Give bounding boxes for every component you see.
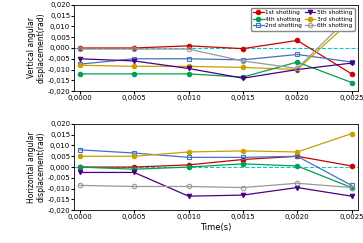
X-axis label: Time(s): Time(s): [200, 223, 232, 232]
3rd shotting: [186, 65, 191, 68]
6th shotting: [186, 48, 191, 51]
Y-axis label: Horizontal angular
displacement(rad): Horizontal angular displacement(rad): [27, 131, 46, 203]
2nd shotting: [241, 58, 245, 61]
Legend: 1st shotting, 4th shotting, 2nd shotting, 5th shotting, 3rd shotting, 6th shotti: 1st shotting, 4th shotting, 2nd shotting…: [251, 8, 355, 31]
1st shotting: [78, 47, 82, 50]
1st shotting: [241, 47, 245, 50]
2nd shotting: [132, 57, 136, 60]
6th shotting: [350, 13, 354, 16]
1st shotting: [186, 44, 191, 47]
6th shotting: [241, 60, 245, 62]
6th shotting: [132, 48, 136, 51]
Y-axis label: Vertical angular
displacement(rad): Vertical angular displacement(rad): [27, 13, 46, 83]
6th shotting: [78, 48, 82, 51]
2nd shotting: [350, 61, 354, 63]
5th shotting: [295, 68, 299, 71]
Line: 3rd shotting: 3rd shotting: [78, 18, 354, 72]
Line: 6th shotting: 6th shotting: [78, 12, 354, 71]
5th shotting: [241, 77, 245, 80]
2nd shotting: [78, 63, 82, 66]
Line: 5th shotting: 5th shotting: [78, 57, 354, 80]
4th shotting: [295, 61, 299, 63]
4th shotting: [350, 81, 354, 84]
4th shotting: [186, 72, 191, 75]
3rd shotting: [295, 68, 299, 71]
1st shotting: [350, 72, 354, 75]
5th shotting: [186, 67, 191, 70]
5th shotting: [350, 62, 354, 65]
5th shotting: [78, 57, 82, 60]
6th shotting: [295, 67, 299, 70]
1st shotting: [295, 39, 299, 42]
4th shotting: [132, 72, 136, 75]
3rd shotting: [78, 64, 82, 67]
1st shotting: [132, 47, 136, 50]
4th shotting: [78, 72, 82, 75]
4th shotting: [241, 76, 245, 78]
2nd shotting: [295, 53, 299, 56]
Line: 2nd shotting: 2nd shotting: [78, 52, 354, 66]
5th shotting: [132, 60, 136, 62]
2nd shotting: [186, 57, 191, 60]
Line: 1st shotting: 1st shotting: [78, 38, 354, 76]
3rd shotting: [350, 18, 354, 21]
3rd shotting: [241, 66, 245, 69]
3rd shotting: [132, 65, 136, 68]
Line: 4th shotting: 4th shotting: [78, 60, 354, 85]
